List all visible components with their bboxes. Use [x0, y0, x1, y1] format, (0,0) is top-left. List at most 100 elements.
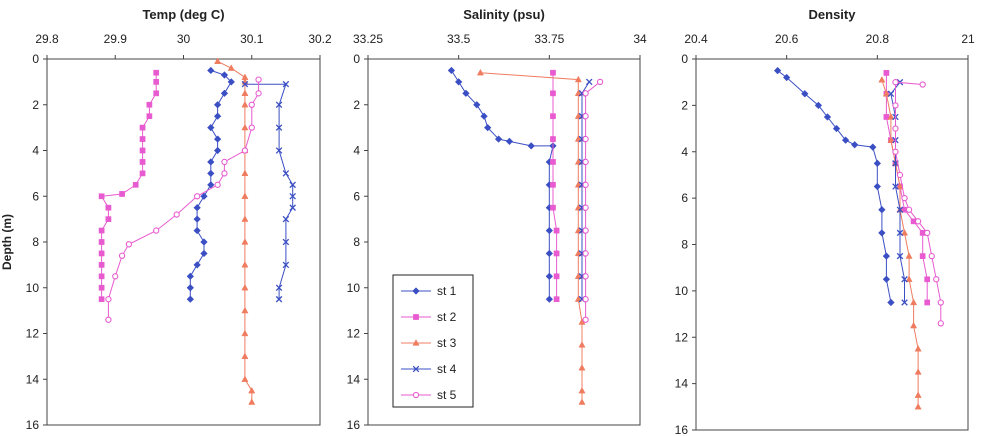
density-data-point [892, 148, 899, 155]
salinity-data-point [462, 89, 470, 97]
temp-data-point [241, 215, 249, 222]
density-data-point [892, 102, 899, 109]
temp-data-point [255, 76, 262, 83]
salinity-series-st5 [582, 78, 604, 323]
salinity-data-point [578, 386, 586, 394]
density-data-point [873, 182, 881, 191]
legend-label: st 3 [437, 336, 457, 350]
density-ytick-label: 2 [681, 98, 688, 112]
temp-data-point [248, 386, 256, 394]
density-data-point [887, 298, 895, 307]
temp-series-st4 [241, 80, 296, 303]
temp-series-line [189, 69, 232, 300]
density-data-point [901, 194, 908, 202]
temp-series-line [107, 79, 260, 320]
temp-data-point [275, 147, 283, 154]
temp-series-st1 [186, 66, 235, 303]
temp-data-point [241, 80, 249, 88]
density-data-point [937, 320, 944, 327]
density-data-point [873, 159, 881, 167]
temp-data-point [139, 124, 146, 131]
salinity-data-point [574, 75, 582, 83]
salinity-ytick-label: 16 [347, 418, 361, 432]
density-data-point [882, 89, 890, 97]
salinity-data-point [455, 78, 463, 86]
temp-ytick-label: 2 [32, 98, 39, 112]
temp-data-point [241, 238, 249, 245]
salinity-data-point [476, 68, 484, 76]
salinity-data-point [550, 90, 556, 97]
temp-series-st5 [105, 76, 262, 323]
salinity-data-point [574, 180, 582, 188]
salinity-data-point [574, 203, 582, 211]
temp-data-point [289, 204, 296, 211]
density-data-point [910, 298, 918, 306]
density-data-point [883, 70, 890, 76]
density-data-point [924, 276, 931, 283]
density-ytick-label: 4 [681, 145, 688, 159]
temp-ytick-label: 4 [32, 144, 39, 158]
density-ytick-label: 16 [675, 423, 689, 436]
temp-data-point [200, 238, 208, 246]
legend-label: st 1 [437, 284, 457, 298]
salinity-data-point [545, 226, 553, 235]
density-data-point [914, 368, 922, 375]
temp-data-point [282, 170, 290, 177]
temp-ytick-label: 14 [26, 372, 40, 386]
salinity-series-line [585, 81, 601, 320]
density-data-point [914, 391, 922, 398]
temp-data-point [255, 90, 262, 97]
legend-swatch-marker [412, 339, 420, 346]
temp-ytick-label: 16 [26, 418, 40, 432]
temp-data-point [105, 204, 112, 211]
density-data-point [914, 218, 922, 225]
temp-ytick-label: 6 [32, 189, 39, 203]
density-data-point [924, 229, 931, 237]
temp-data-point [186, 284, 194, 292]
density-data-point [910, 321, 918, 329]
temp-data-point [220, 71, 229, 79]
salinity-data-point [550, 69, 556, 76]
salinity-data-point [574, 89, 582, 96]
legend-label: st 4 [437, 362, 457, 376]
density-xtick-label: 20.4 [684, 32, 708, 46]
density-data-point [878, 206, 886, 214]
temp-data-point [200, 192, 208, 200]
density-ytick-label: 8 [681, 238, 688, 252]
density-data-point [869, 143, 877, 151]
density-data-point [887, 90, 895, 98]
temp-data-point [241, 147, 249, 154]
salinity-data-point [582, 296, 589, 303]
temp-data-point [98, 239, 105, 245]
temp-data-point [153, 69, 160, 76]
density-ytick-label: 0 [681, 52, 688, 66]
salinity-ytick-label: 10 [347, 281, 361, 295]
density-data-point [905, 252, 913, 259]
salinity-data-point [582, 273, 589, 280]
salinity-title: Salinity (psu) [463, 7, 545, 22]
temp-data-point [173, 211, 180, 218]
temp-data-point [221, 170, 228, 177]
legend: st 1 st 2 st 3 st 4 st 5 [392, 274, 474, 408]
temp-data-point [193, 193, 201, 200]
temp-data-point [98, 250, 105, 257]
temp-data-point [214, 181, 221, 188]
temp-series-line [244, 83, 294, 300]
salinity-xtick-label: 33.75 [534, 32, 564, 46]
density-data-point [892, 125, 899, 132]
salinity-data-point [582, 135, 589, 143]
salinity-data-point [553, 227, 560, 234]
temp-data-point [193, 204, 201, 212]
legend-swatch-marker [412, 391, 420, 399]
legend-swatch-marker [412, 287, 420, 295]
temp-data-point [193, 215, 201, 223]
density-xtick-label: 20.6 [775, 32, 799, 46]
temp-data-point [207, 158, 215, 166]
temp-data-point [98, 193, 105, 200]
temp-data-point [282, 215, 290, 223]
temp-data-point [275, 295, 283, 303]
temp-data-point [105, 316, 112, 323]
salinity-data-point [553, 250, 560, 257]
density-data-point [896, 229, 904, 237]
